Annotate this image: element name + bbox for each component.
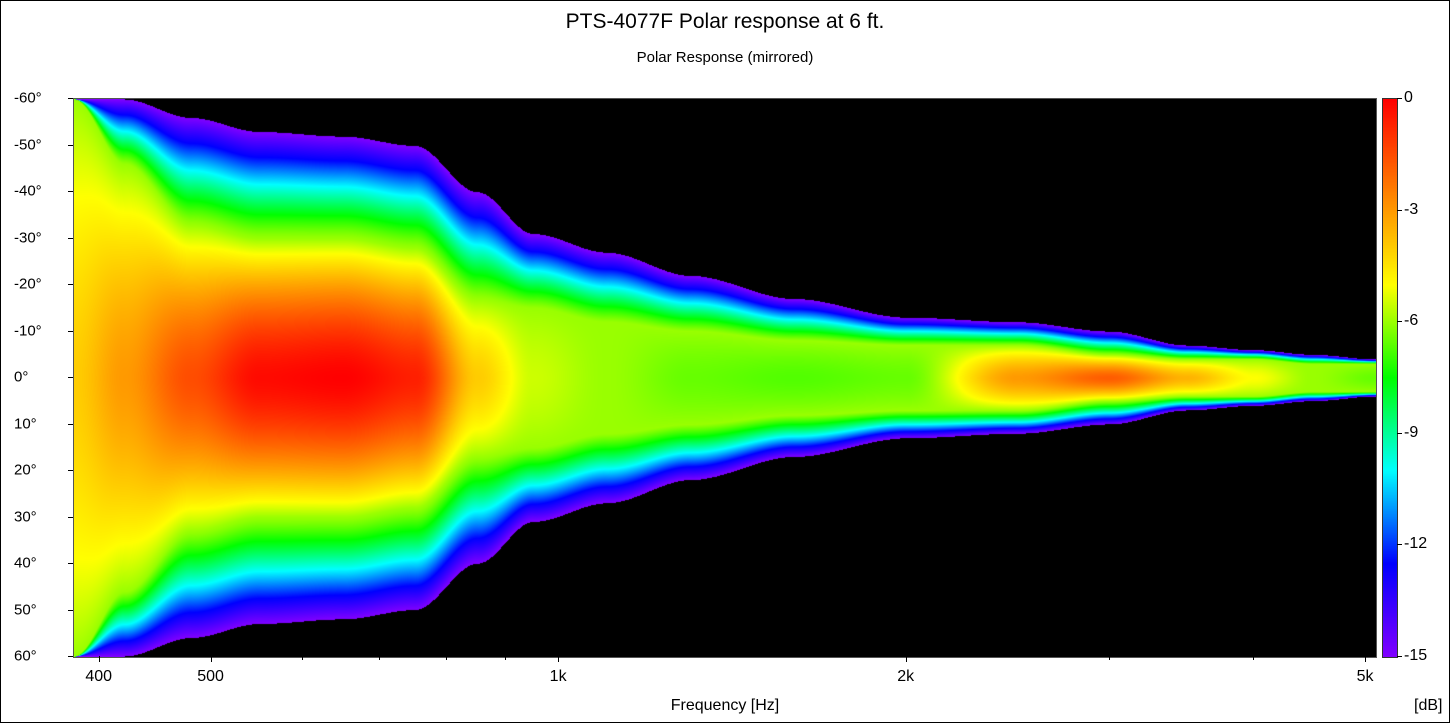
colorbar-tick-label: -3 xyxy=(1404,200,1419,218)
colorbar-tick-label: -6 xyxy=(1404,312,1419,330)
colorbar-tick-mark xyxy=(1397,433,1402,434)
y-tick-label: -30° xyxy=(14,229,42,246)
colorbar-tick-label: 0 xyxy=(1404,89,1413,106)
x-tick-label: 5k xyxy=(1356,668,1374,685)
y-tick-label: 10° xyxy=(14,415,37,432)
x-tick-label: 1k xyxy=(549,668,567,685)
y-tick-label: -40° xyxy=(14,182,42,200)
y-tick-label: -60° xyxy=(14,89,42,107)
x-tick-label: 400 xyxy=(85,668,113,685)
colorbar-tick-label: -9 xyxy=(1404,423,1419,441)
y-tick-label: -50° xyxy=(14,136,42,153)
x-axis-label: Frequency [Hz] xyxy=(670,697,780,714)
y-tick-label: -20° xyxy=(14,275,42,293)
x-tick-label: 2k xyxy=(897,668,915,685)
colorbar-unit: [dB] xyxy=(1414,697,1443,714)
y-tick-label: 0° xyxy=(14,368,29,386)
x-tick-label: 500 xyxy=(197,668,224,685)
colorbar-tick-mark xyxy=(1397,321,1402,322)
y-tick-label: 60° xyxy=(14,647,37,665)
colorbar xyxy=(1382,98,1398,658)
y-tick-label: -10° xyxy=(14,322,42,339)
colorbar-tick-label: -12 xyxy=(1404,535,1428,553)
colorbar-tick-mark xyxy=(1397,98,1402,99)
chart-title: PTS-4077F Polar response at 6 ft. xyxy=(565,10,885,33)
colorbar-tick-mark xyxy=(1397,210,1402,211)
heatmap-plot-area xyxy=(73,98,1377,658)
y-tick-label: 40° xyxy=(14,554,37,572)
y-tick-label: 20° xyxy=(14,461,37,479)
y-tick-label: 50° xyxy=(14,601,37,618)
colorbar-tick-mark xyxy=(1397,656,1402,657)
colorbar-tick-label: -15 xyxy=(1404,647,1428,664)
colorbar-tick-mark xyxy=(1397,544,1402,545)
heatmap-canvas xyxy=(74,99,1376,657)
y-tick-label: 30° xyxy=(14,508,37,525)
chart-subtitle: Polar Response (mirrored) xyxy=(636,49,814,66)
